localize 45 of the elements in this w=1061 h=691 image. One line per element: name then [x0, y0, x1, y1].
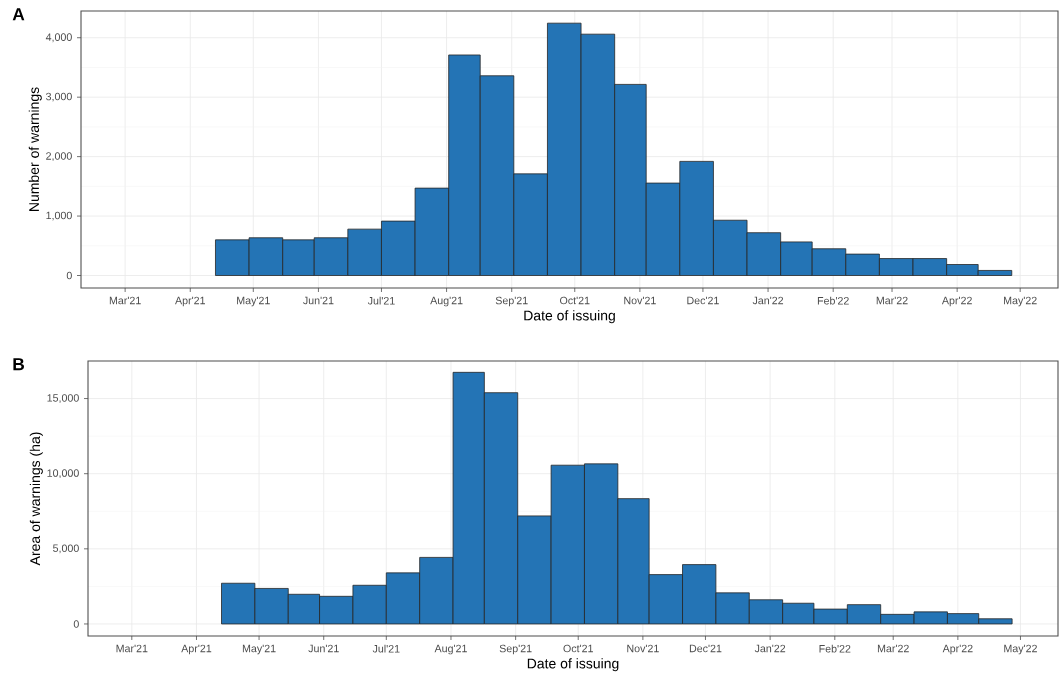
x-axis-title: Date of issuing	[524, 310, 615, 324]
y-tick-label: 0	[73, 620, 79, 628]
x-tick-label: Feb'22	[817, 296, 849, 305]
x-axis-title: Date of issuing	[527, 658, 619, 672]
x-tick-label: May'22	[1004, 644, 1037, 655]
y-axis-title: Number of warnings	[28, 87, 42, 211]
x-tick-label: Apr'21	[175, 296, 205, 307]
chart-title: A	[12, 8, 25, 21]
x-tick-label: Mar'22	[877, 644, 909, 653]
x-tick-label: Jul'21	[367, 296, 395, 305]
x-tick-label: May'21	[242, 644, 276, 655]
x-tick-label: Apr'22	[942, 644, 973, 655]
x-tick-label: Apr'21	[181, 644, 212, 655]
y-tick-label: 5,000	[53, 544, 79, 554]
y-tick-label: 3,000	[46, 92, 72, 102]
x-tick-label: May'21	[237, 296, 270, 307]
x-tick-label: Nov'21	[624, 296, 656, 305]
y-tick-label: 0	[66, 271, 72, 280]
x-tick-label: Feb'22	[819, 644, 851, 653]
x-tick-label: May'22	[1004, 296, 1037, 307]
y-tick-label: 2,000	[46, 152, 72, 162]
y-tick-label: 10,000	[47, 469, 79, 479]
y-tick-label: 15,000	[47, 394, 79, 403]
x-tick-label: Dec'21	[689, 644, 722, 653]
x-tick-label: Dec'21	[687, 296, 719, 305]
x-tick-label: Aug'21	[434, 644, 467, 655]
x-tick-label: Nov'21	[627, 644, 659, 653]
y-tick-label: 4,000	[45, 33, 72, 43]
x-tick-label: Jul'21	[372, 644, 400, 653]
x-tick-label: Mar'21	[116, 644, 148, 653]
chart-title: B	[13, 358, 24, 371]
x-tick-label: Oct'21	[563, 644, 593, 653]
x-tick-label: Jan'22	[752, 296, 784, 305]
x-tick-label: Aug'21	[430, 296, 463, 307]
x-tick-label: Jan'22	[754, 644, 786, 653]
x-tick-label: Apr'22	[941, 296, 972, 307]
x-tick-label: Mar'21	[109, 296, 141, 305]
x-tick-label: Oct'21	[560, 296, 590, 305]
y-axis-title: Area of warnings (ha)	[29, 432, 43, 566]
y-tick-label: 1,000	[46, 211, 72, 221]
x-tick-label: Jun'21	[308, 644, 339, 653]
x-tick-label: Sep'21	[499, 644, 532, 655]
x-tick-label: Mar'22	[876, 296, 908, 305]
x-tick-label: Sep'21	[495, 296, 528, 307]
x-tick-label: Jun'21	[303, 296, 334, 305]
